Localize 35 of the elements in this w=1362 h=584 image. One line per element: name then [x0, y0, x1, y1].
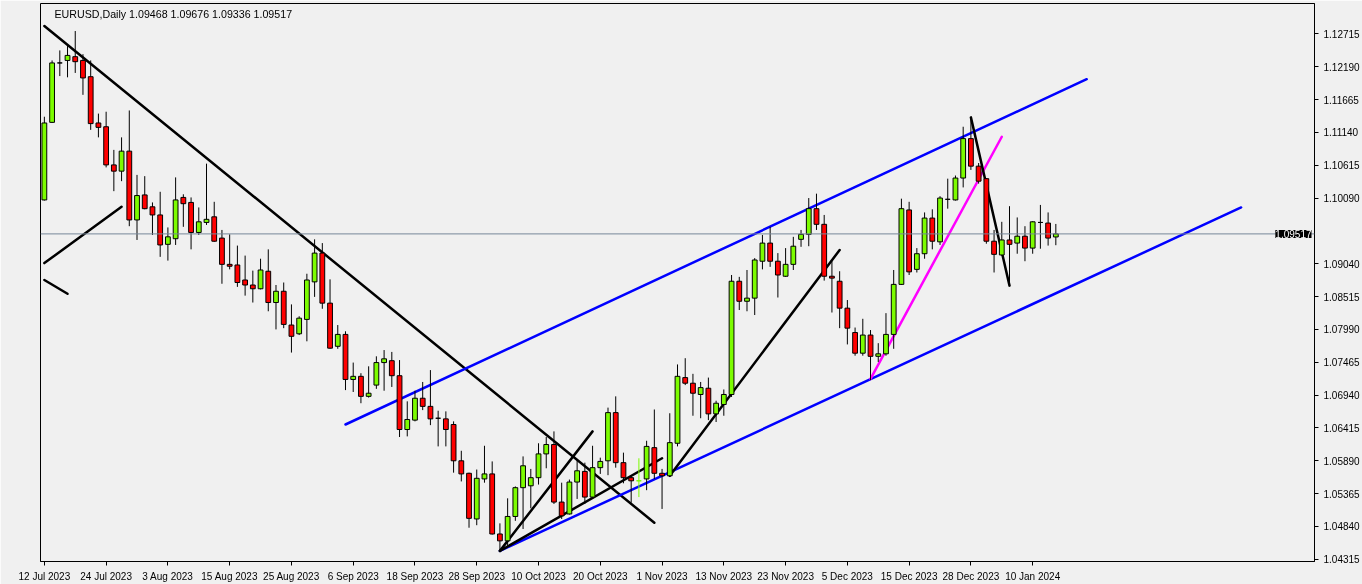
y-tick-label: 1.07465 — [1323, 357, 1361, 369]
x-tick-label: 6 Sep 2023 — [327, 570, 380, 582]
y-tick-label: 1.05365 — [1323, 488, 1361, 500]
y-tick-label: 1.12715 — [1323, 28, 1361, 40]
chart-title: EURUSD,Daily 1.09468 1.09676 1.09336 1.09517 — [54, 7, 293, 20]
y-tick-label: 1.11665 — [1323, 94, 1360, 106]
x-tick-label: 15 Aug 2023 — [201, 570, 258, 582]
ref-line-label: 1.09517 — [1275, 228, 1312, 240]
x-tick-label: 23 Nov 2023 — [757, 570, 815, 582]
y-tick-label: 1.10090 — [1323, 193, 1361, 205]
y-tick-label: 1.10615 — [1323, 160, 1361, 172]
y-tick-label: 1.11140 — [1323, 127, 1359, 139]
x-tick-label: 20 Oct 2023 — [573, 570, 628, 582]
x-tick-label: 28 Sep 2023 — [448, 570, 506, 582]
x-tick-label: 25 Aug 2023 — [263, 570, 320, 582]
y-tick-label: 1.08515 — [1323, 291, 1361, 303]
x-tick-label: 24 Jul 2023 — [80, 570, 133, 582]
y-tick-label: 1.04840 — [1323, 521, 1361, 533]
x-tick-label: 15 Dec 2023 — [880, 570, 938, 582]
x-tick-label: 5 Dec 2023 — [821, 570, 874, 582]
y-tick-label: 1.06415 — [1323, 422, 1361, 434]
y-tick-label: 1.06940 — [1323, 390, 1361, 402]
x-tick-label: 18 Sep 2023 — [386, 570, 444, 582]
y-tick-label: 1.12190 — [1323, 61, 1361, 73]
x-tick-label: 1 Nov 2023 — [636, 570, 689, 582]
y-tick-label: 1.07990 — [1323, 324, 1361, 336]
y-tick-label: 1.04315 — [1323, 554, 1361, 566]
y-tick-label: 1.05890 — [1323, 455, 1361, 467]
y-tick-label: 1.09040 — [1323, 258, 1361, 270]
x-tick-label: 3 Aug 2023 — [142, 570, 194, 582]
x-tick-label: 13 Nov 2023 — [695, 570, 753, 582]
x-tick-label: 10 Oct 2023 — [511, 570, 567, 582]
x-tick-label: 10 Jan 2024 — [1005, 570, 1061, 582]
x-tick-label: 28 Dec 2023 — [942, 570, 1000, 582]
x-tick-label: 12 Jul 2023 — [18, 570, 71, 582]
